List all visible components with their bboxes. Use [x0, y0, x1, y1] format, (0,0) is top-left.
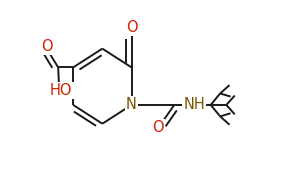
Text: O: O [41, 39, 53, 54]
Text: O: O [126, 20, 137, 35]
Text: N: N [126, 97, 137, 112]
Text: O: O [152, 120, 163, 135]
Text: HO: HO [50, 83, 73, 98]
Text: NH: NH [183, 97, 205, 112]
